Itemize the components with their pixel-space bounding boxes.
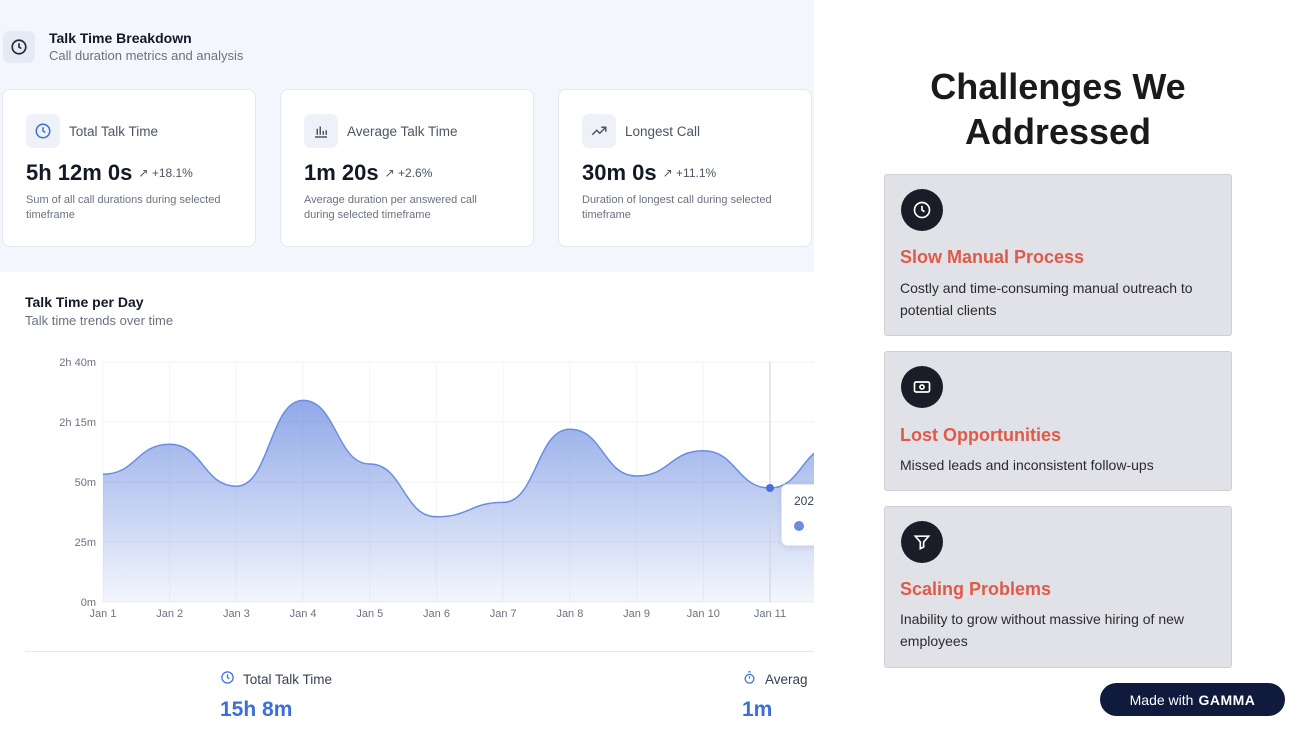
tooltip-series-dot xyxy=(794,521,804,531)
metric-value: 30m 0s ↗ +11.1% xyxy=(582,160,717,185)
made-with-gamma-badge[interactable]: Made with GAMMA xyxy=(1100,683,1285,716)
gamma-logo: GAMMA xyxy=(1198,691,1256,708)
summary-label: Averag xyxy=(765,671,808,687)
metric-card-total: Total Talk Time 5h 12m 0s ↗ +18.1% Sum of… xyxy=(2,89,256,247)
dashboard-title: Talk Time Breakdown xyxy=(49,30,192,46)
x-tick-label: Jan 2 xyxy=(156,608,183,620)
summary-average: Averag 1m xyxy=(742,670,808,722)
metric-description: Average duration per answered call durin… xyxy=(304,194,477,221)
metric-label: Average Talk Time xyxy=(347,124,458,139)
challenge-card-slow-process: Slow Manual Process Costly and time-cons… xyxy=(884,174,1232,336)
summary-value: 15h 8m xyxy=(220,698,293,721)
tooltip-text: 202 xyxy=(794,494,814,508)
x-tick-label: Jan 5 xyxy=(356,608,383,620)
y-tick-label: 0m xyxy=(81,597,96,609)
clock-icon xyxy=(220,670,235,688)
metric-value: 1m 20s ↗ +2.6% xyxy=(304,160,433,185)
x-tick-label: Jan 7 xyxy=(490,608,517,620)
challenge-title: Lost Opportunities xyxy=(900,425,1061,445)
challenge-title: Scaling Problems xyxy=(900,579,1052,599)
highlight-point xyxy=(766,484,774,492)
money-icon xyxy=(901,366,943,408)
x-tick-label: Jan 10 xyxy=(687,608,720,620)
y-tick-label: 50m xyxy=(75,477,96,489)
trend-up-icon: ↗ xyxy=(662,166,673,180)
y-tick-label: 2h 40m xyxy=(59,357,96,369)
challenge-title: Slow Manual Process xyxy=(900,247,1085,267)
challenge-description: Inability to grow without massive hiring… xyxy=(900,611,1185,649)
metric-card-longest: Longest Call 30m 0s ↗ +11.1% Duration of … xyxy=(558,89,812,247)
metric-delta: +18.1% xyxy=(151,166,193,180)
dashboard-screenshot: Talk Time Breakdown Call duration metric… xyxy=(0,0,814,730)
chart-title: Talk Time per Day xyxy=(25,294,144,310)
clock-icon xyxy=(3,31,35,63)
challenge-description: Missed leads and inconsistent follow-ups xyxy=(900,457,1154,473)
chart-card: Talk Time per Day Talk time trends over … xyxy=(0,272,814,730)
metric-delta: +2.6% xyxy=(398,166,433,180)
dashboard-subtitle: Call duration metrics and analysis xyxy=(49,48,244,63)
x-tick-label: Jan 4 xyxy=(290,608,317,620)
summary-value: 1m xyxy=(742,698,773,721)
clock-icon xyxy=(901,189,943,231)
x-tick-label: Jan 1 xyxy=(90,608,117,620)
chart-subtitle: Talk time trends over time xyxy=(25,313,174,328)
metric-delta: +11.1% xyxy=(676,166,717,180)
metric-description: Duration of longest call during selected… xyxy=(582,194,772,221)
summary-label: Total Talk Time xyxy=(243,671,333,687)
series-area xyxy=(103,400,814,602)
challenge-description: Costly and time-consuming manual outreac… xyxy=(900,280,1193,318)
dashboard-header: Talk Time Breakdown Call duration metric… xyxy=(0,28,814,68)
bar-chart-icon xyxy=(304,114,338,148)
y-tick-label: 2h 15m xyxy=(59,417,96,429)
slide-title: Challenges We Addressed xyxy=(930,66,1186,152)
trending-up-icon xyxy=(582,114,616,148)
x-tick-label: Jan 8 xyxy=(556,608,583,620)
chart-tooltip: 202 xyxy=(781,484,814,546)
metric-description: Sum of all call durations during selecte… xyxy=(26,194,221,221)
x-tick-label: Jan 11 xyxy=(754,608,786,620)
x-tick-label: Jan 6 xyxy=(423,608,450,620)
series-line xyxy=(102,399,814,518)
metric-label: Longest Call xyxy=(625,124,701,139)
stopwatch-icon xyxy=(742,670,757,688)
badge-prefix: Made with xyxy=(1129,691,1194,708)
talk-time-chart: 0m 25m 50m 2h 15m 2h 40m Jan 1 Jan 2 Jan 3 Jan 4… xyxy=(59,357,814,620)
metric-label: Total Talk Time xyxy=(69,124,159,139)
trend-up-icon: ↗ xyxy=(138,166,149,180)
trend-up-icon: ↗ xyxy=(384,166,395,180)
clock-icon xyxy=(26,114,60,148)
challenge-card-lost-opportunities: Lost Opportunities Missed leads and inco… xyxy=(884,351,1232,491)
metric-card-average: Average Talk Time 1m 20s ↗ +2.6% Average … xyxy=(280,89,534,247)
challenge-card-scaling: Scaling Problems Inability to grow witho… xyxy=(884,506,1232,668)
summary-total: Total Talk Time 15h 8m xyxy=(220,670,332,722)
divider xyxy=(25,651,814,652)
x-tick-label: Jan 9 xyxy=(623,608,650,620)
x-tick-label: Jan 3 xyxy=(223,608,250,620)
metric-value: 5h 12m 0s ↗ +18.1% xyxy=(26,160,193,185)
y-tick-label: 25m xyxy=(75,537,96,549)
filter-icon xyxy=(901,521,943,563)
